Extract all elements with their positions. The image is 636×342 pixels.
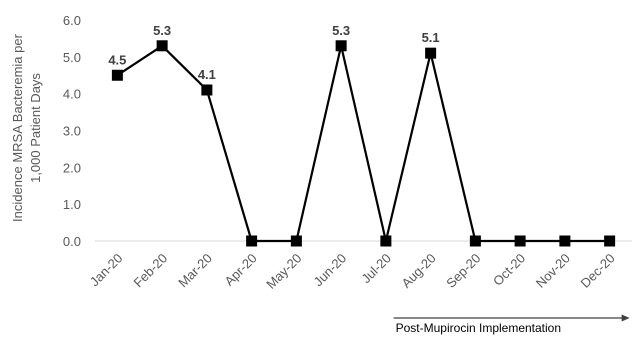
data-point-marker <box>246 235 258 247</box>
data-point-marker <box>559 235 571 247</box>
data-label: 4.1 <box>198 67 216 82</box>
data-label: 5.3 <box>332 23 350 38</box>
y-tick-label: 5.0 <box>63 50 81 65</box>
x-tick-label: Dec-20 <box>577 251 617 291</box>
data-point-marker <box>201 84 213 96</box>
annotation-text: Post-Mupirocin Implementation <box>396 321 561 335</box>
y-tick-label: 2.0 <box>63 160 81 175</box>
y-axis-label: Incidence MRSA Bacteremia per 1,000 Pati… <box>10 33 43 222</box>
post-mupirocin-annotation: Post-Mupirocin Implementation <box>393 314 630 335</box>
data-point-marker <box>290 235 302 247</box>
data-point-marker <box>425 47 437 59</box>
x-tick-label: Jan-20 <box>87 251 126 290</box>
data-point-marker <box>469 235 481 247</box>
data-point-marker <box>604 235 616 247</box>
y-axis-label-line-2: 1,000 Patient Days <box>28 73 43 183</box>
y-axis-label-line-1: Incidence MRSA Bacteremia per <box>10 33 25 222</box>
x-tick-label: Jul-20 <box>358 251 394 287</box>
x-tick-label: Mar-20 <box>175 251 215 291</box>
data-point-marker <box>380 235 392 247</box>
y-tick-label: 0.0 <box>63 234 81 249</box>
y-tick-label: 6.0 <box>63 13 81 28</box>
x-tick-labels: Jan-20 Feb-20 Mar-20 Apr-20 May-20 Jun-20 Jul-… <box>87 251 618 292</box>
y-tick-label: 3.0 <box>63 124 81 139</box>
data-label: 5.3 <box>153 23 171 38</box>
x-tick-label: Oct-20 <box>490 251 528 289</box>
x-tick-label: Nov-20 <box>533 251 573 291</box>
x-tick-label: May-20 <box>263 251 304 292</box>
series-markers <box>111 40 616 247</box>
data-label: 4.5 <box>108 52 126 67</box>
x-tick-label: Sep-20 <box>443 251 483 291</box>
series-line <box>116 44 610 243</box>
data-label: 5.1 <box>422 30 440 45</box>
x-tick-label: Apr-20 <box>222 251 260 289</box>
x-tick-label: Aug-20 <box>398 251 438 291</box>
x-tick-label: Jun-20 <box>311 251 350 290</box>
x-tick-label: Feb-20 <box>131 251 171 291</box>
data-point-marker <box>156 40 168 52</box>
y-tick-label: 4.0 <box>63 87 81 102</box>
data-point-marker <box>335 40 347 52</box>
y-tick-label: 1.0 <box>63 197 81 212</box>
annotation-arrowhead <box>621 314 630 322</box>
data-labels: 4.5 5.3 4.1 5.3 5.1 <box>108 23 439 82</box>
data-point-marker <box>111 69 123 81</box>
y-tick-labels: 0.0 1.0 2.0 3.0 4.0 5.0 6.0 <box>63 13 81 249</box>
data-point-marker <box>514 235 526 247</box>
